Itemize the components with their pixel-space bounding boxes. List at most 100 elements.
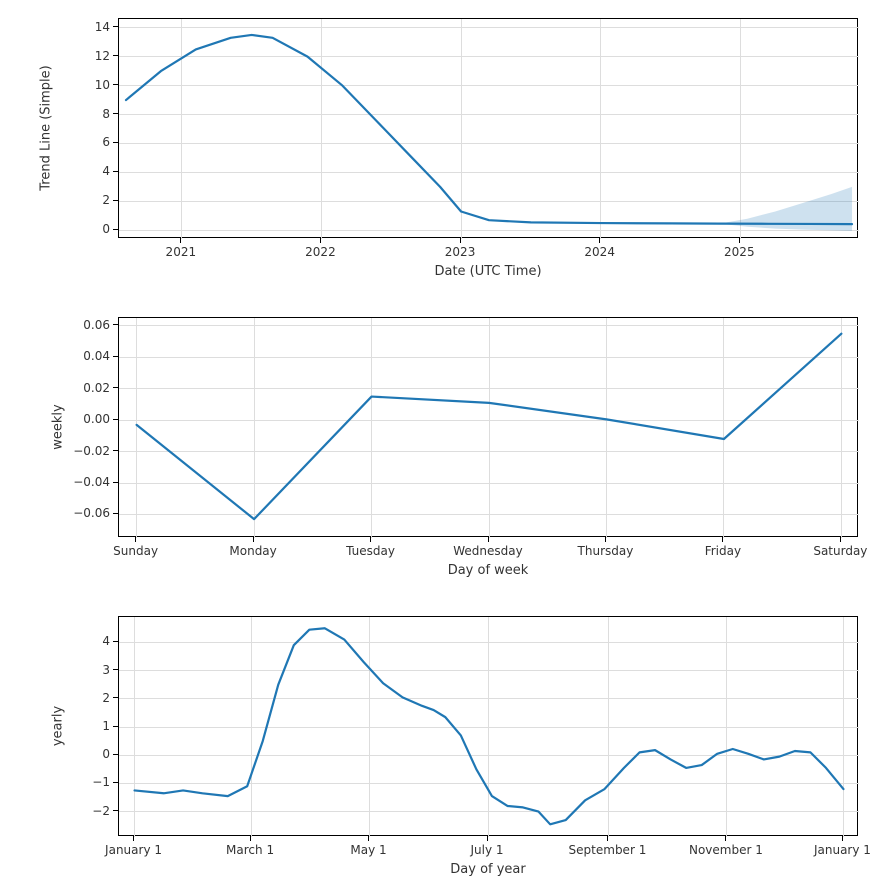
yearly-y-gridline	[119, 783, 859, 784]
yearly-y-tick	[113, 754, 118, 755]
trend-y-gridline	[119, 56, 859, 57]
weekly-x-tick-label: Sunday	[113, 544, 158, 558]
weekly-y-tick	[113, 419, 118, 420]
trend-x-gridline	[321, 19, 322, 239]
weekly-y-tick	[113, 356, 118, 357]
weekly-x-gridline	[606, 318, 607, 538]
weekly-y-tick	[113, 513, 118, 514]
trend-y-tick	[113, 84, 118, 85]
weekly-x-tick	[488, 537, 489, 542]
weekly-x-axis-label: Day of week	[448, 563, 529, 578]
trend-x-tick	[180, 238, 181, 243]
weekly-y-tick-label: 0.00	[83, 412, 110, 426]
trend-line	[126, 35, 852, 224]
trend-y-tick-label: 12	[95, 49, 110, 63]
yearly-x-tick-label: November 1	[689, 843, 763, 857]
yearly-x-tick-label: January 1	[105, 843, 162, 857]
yearly-y-tick	[113, 726, 118, 727]
weekly-x-gridline	[254, 318, 255, 538]
trend-x-tick-label: 2021	[166, 245, 197, 259]
weekly-y-tick-label: 0.06	[83, 318, 110, 332]
weekly-y-axis-label: weekly	[51, 404, 66, 449]
yearly-y-gridline	[119, 811, 859, 812]
trend-x-tick-label: 2025	[724, 245, 755, 259]
weekly-x-gridline	[723, 318, 724, 538]
weekly-y-gridline	[119, 451, 859, 452]
yearly-y-tick-label: 3	[102, 663, 110, 677]
yearly-x-tick-label: July 1	[471, 843, 504, 857]
weekly-x-tick	[370, 537, 371, 542]
yearly-panel	[118, 616, 858, 836]
weekly-x-tick	[135, 537, 136, 542]
yearly-x-tick-label: May 1	[350, 843, 386, 857]
weekly-y-tick	[113, 324, 118, 325]
yearly-y-tick	[113, 697, 118, 698]
trend-y-tick	[113, 200, 118, 201]
trend-y-gridline	[119, 114, 859, 115]
weekly-y-gridline	[119, 357, 859, 358]
weekly-y-tick	[113, 482, 118, 483]
weekly-x-tick-label: Wednesday	[453, 544, 522, 558]
weekly-x-tick	[253, 537, 254, 542]
yearly-x-tick	[133, 836, 134, 841]
trend-x-tick	[599, 238, 600, 243]
weekly-x-tick-label: Saturday	[813, 544, 867, 558]
yearly-x-tick-label: January 1	[814, 843, 871, 857]
trend-y-gridline	[119, 172, 859, 173]
weekly-x-tick	[605, 537, 606, 542]
trend-y-tick	[113, 55, 118, 56]
trend-panel	[118, 18, 858, 238]
yearly-x-axis-label: Day of year	[450, 862, 525, 877]
weekly-y-tick-label: 0.02	[83, 381, 110, 395]
weekly-y-tick-label: −0.04	[73, 475, 110, 489]
yearly-x-tick	[487, 836, 488, 841]
weekly-y-gridline	[119, 388, 859, 389]
weekly-y-tick	[113, 450, 118, 451]
trend-y-tick-label: 14	[95, 20, 110, 34]
trend-x-tick-label: 2023	[445, 245, 476, 259]
yearly-x-tick-label: March 1	[226, 843, 274, 857]
yearly-x-tick	[842, 836, 843, 841]
weekly-x-tick	[840, 537, 841, 542]
trend-x-gridline	[181, 19, 182, 239]
weekly-y-tick-label: −0.02	[73, 444, 110, 458]
trend-y-tick	[113, 171, 118, 172]
weekly-y-tick-label: 0.04	[83, 349, 110, 363]
trend-y-tick-label: 10	[95, 78, 110, 92]
trend-y-gridline	[119, 143, 859, 144]
yearly-y-tick-label: 4	[102, 634, 110, 648]
weekly-x-gridline	[371, 318, 372, 538]
trend-y-tick	[113, 113, 118, 114]
trend-x-gridline	[600, 19, 601, 239]
yearly-y-tick-label: 2	[102, 691, 110, 705]
trend-y-tick	[113, 229, 118, 230]
trend-y-tick	[113, 26, 118, 27]
trend-y-tick-label: 8	[102, 107, 110, 121]
weekly-y-tick-label: −0.06	[73, 506, 110, 520]
trend-y-gridline	[119, 27, 859, 28]
trend-y-axis-label: Trend Line (Simple)	[39, 65, 54, 190]
yearly-x-tick-label: September 1	[569, 843, 647, 857]
yearly-y-tick	[113, 782, 118, 783]
weekly-x-tick-label: Tuesday	[346, 544, 395, 558]
yearly-y-gridline	[119, 727, 859, 728]
trend-x-gridline	[740, 19, 741, 239]
weekly-y-gridline	[119, 325, 859, 326]
weekly-x-gridline	[841, 318, 842, 538]
trend-y-gridline	[119, 230, 859, 231]
weekly-y-gridline	[119, 483, 859, 484]
yearly-y-tick-label: −2	[92, 804, 110, 818]
weekly-x-tick-label: Thursday	[578, 544, 634, 558]
yearly-x-tick	[368, 836, 369, 841]
yearly-x-tick	[607, 836, 608, 841]
yearly-y-tick-label: −1	[92, 775, 110, 789]
weekly-x-tick-label: Monday	[229, 544, 276, 558]
yearly-y-tick	[113, 810, 118, 811]
trend-y-gridline	[119, 201, 859, 202]
weekly-x-gridline	[136, 318, 137, 538]
trend-y-tick	[113, 142, 118, 143]
trend-y-tick-label: 0	[102, 222, 110, 236]
yearly-y-tick-label: 1	[102, 719, 110, 733]
trend-y-tick-label: 4	[102, 164, 110, 178]
yearly-y-tick	[113, 641, 118, 642]
